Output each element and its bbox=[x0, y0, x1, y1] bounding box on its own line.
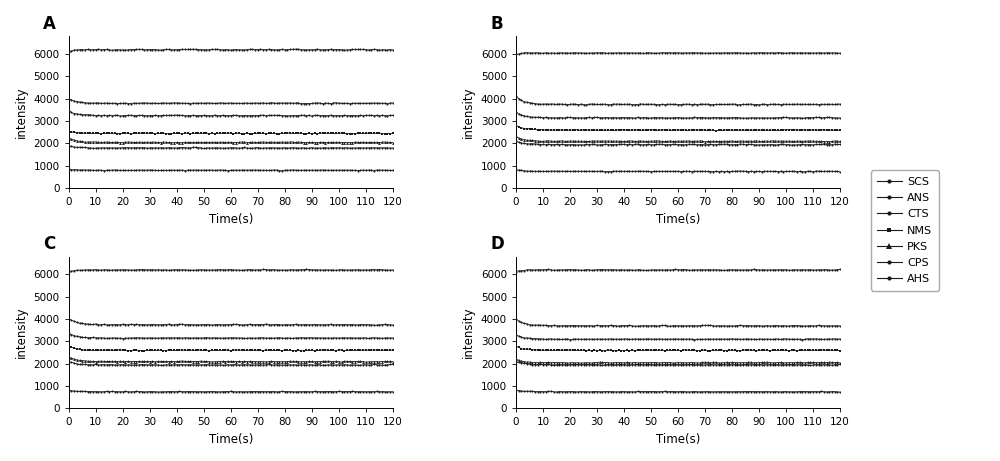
X-axis label: Time(s): Time(s) bbox=[656, 213, 700, 226]
Text: D: D bbox=[490, 236, 504, 254]
X-axis label: Time(s): Time(s) bbox=[656, 433, 700, 446]
Y-axis label: intensity: intensity bbox=[15, 86, 28, 138]
Y-axis label: intensity: intensity bbox=[462, 307, 475, 358]
Y-axis label: intensity: intensity bbox=[462, 86, 475, 138]
Legend: SCS, ANS, CTS, NMS, PKS, CPS, AHS: SCS, ANS, CTS, NMS, PKS, CPS, AHS bbox=[871, 171, 939, 290]
Y-axis label: intensity: intensity bbox=[15, 307, 28, 358]
Text: C: C bbox=[43, 236, 55, 254]
Text: A: A bbox=[43, 15, 56, 33]
Text: B: B bbox=[490, 15, 503, 33]
X-axis label: Time(s): Time(s) bbox=[209, 213, 253, 226]
X-axis label: Time(s): Time(s) bbox=[209, 433, 253, 446]
